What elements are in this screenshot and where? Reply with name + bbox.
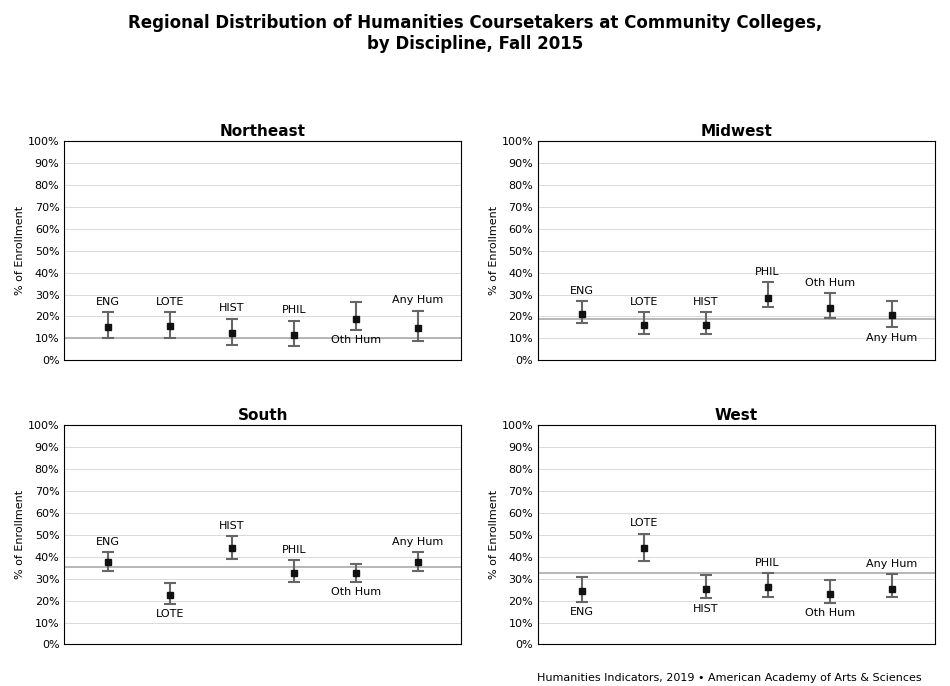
Text: Oth Hum: Oth Hum	[805, 278, 855, 288]
Title: South: South	[238, 408, 288, 423]
Y-axis label: % of Enrollment: % of Enrollment	[15, 206, 25, 295]
Title: Northeast: Northeast	[219, 123, 306, 139]
Text: LOTE: LOTE	[156, 609, 184, 619]
Text: ENG: ENG	[570, 285, 594, 296]
Text: LOTE: LOTE	[630, 296, 657, 307]
Text: HIST: HIST	[693, 296, 718, 307]
Text: Regional Distribution of Humanities Coursetakers at Community Colleges,
by Disci: Regional Distribution of Humanities Cour…	[128, 14, 822, 53]
Text: HIST: HIST	[218, 303, 244, 313]
Text: ENG: ENG	[96, 296, 120, 307]
Text: Humanities Indicators, 2019 • American Academy of Arts & Sciences: Humanities Indicators, 2019 • American A…	[537, 672, 922, 683]
Text: PHIL: PHIL	[755, 558, 780, 568]
Text: Oth Hum: Oth Hum	[331, 335, 381, 345]
Text: PHIL: PHIL	[755, 267, 780, 277]
Text: ENG: ENG	[96, 537, 120, 547]
Y-axis label: % of Enrollment: % of Enrollment	[489, 490, 499, 580]
Text: LOTE: LOTE	[630, 519, 657, 528]
Title: West: West	[715, 408, 758, 423]
Text: Any Hum: Any Hum	[392, 296, 444, 305]
Text: PHIL: PHIL	[281, 305, 306, 316]
Text: HIST: HIST	[218, 521, 244, 530]
Text: PHIL: PHIL	[281, 545, 306, 555]
Text: ENG: ENG	[570, 607, 594, 617]
Text: Oth Hum: Oth Hum	[331, 587, 381, 598]
Y-axis label: % of Enrollment: % of Enrollment	[489, 206, 499, 295]
Text: Any Hum: Any Hum	[866, 333, 917, 343]
Text: HIST: HIST	[693, 604, 718, 614]
Text: Any Hum: Any Hum	[392, 537, 444, 547]
Text: Any Hum: Any Hum	[866, 559, 917, 569]
Text: LOTE: LOTE	[156, 296, 184, 307]
Title: Midwest: Midwest	[701, 123, 772, 139]
Y-axis label: % of Enrollment: % of Enrollment	[15, 490, 25, 580]
Text: Oth Hum: Oth Hum	[805, 608, 855, 618]
